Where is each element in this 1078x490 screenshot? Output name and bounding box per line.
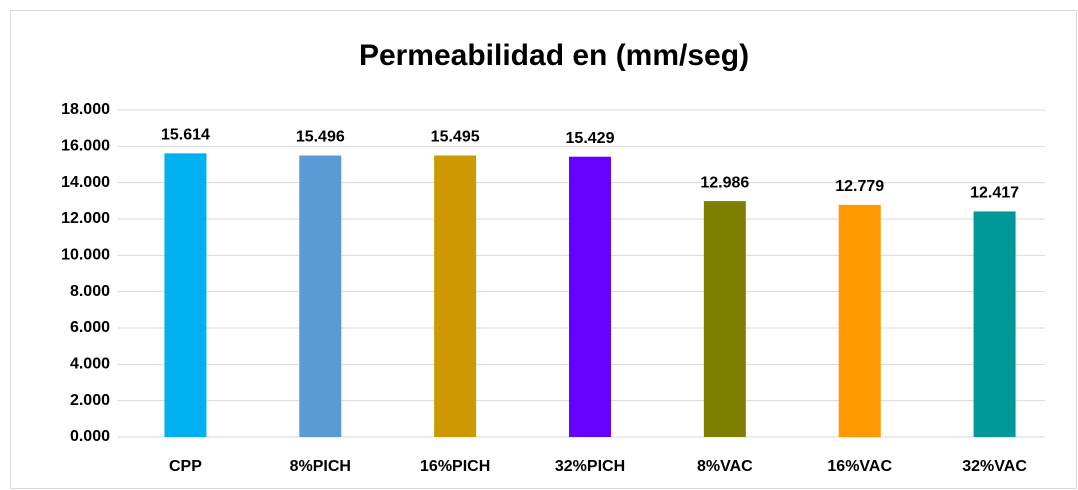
data-label: 12.779	[835, 178, 884, 195]
data-label: 12.986	[700, 174, 749, 191]
y-tick-label: 16.000	[61, 138, 110, 155]
data-label: 12.417	[970, 185, 1019, 202]
bar	[703, 201, 746, 437]
y-tick-label: 2.000	[70, 392, 110, 409]
data-label: 15.496	[296, 129, 345, 146]
x-tick-label: 8%PICH	[290, 458, 351, 475]
bar	[164, 153, 207, 437]
data-label: 15.495	[431, 129, 480, 146]
chart-title: Permeabilidad en (mm/seg)	[359, 39, 749, 72]
y-tick-label: 4.000	[70, 356, 110, 373]
bar	[569, 156, 611, 438]
bar	[973, 211, 1016, 437]
y-tick-label: 10.000	[61, 247, 110, 264]
bar	[434, 155, 477, 437]
bar	[838, 204, 881, 437]
x-tick-label: 32%VAC	[962, 458, 1027, 475]
y-tick-label: 12.000	[61, 210, 110, 227]
y-tick-label: 14.000	[61, 174, 110, 191]
x-tick-label: 8%VAC	[697, 458, 753, 475]
data-label: 15.429	[566, 130, 615, 147]
y-tick-label: 18.000	[61, 101, 110, 118]
x-tick-label: 32%PICH	[555, 458, 625, 475]
data-label: 15.614	[161, 127, 210, 144]
x-tick-label: 16%PICH	[420, 458, 490, 475]
x-tick-label: CPP	[169, 458, 202, 475]
y-tick-label: 6.000	[70, 319, 110, 336]
y-tick-label: 0.000	[70, 428, 110, 445]
bar	[299, 155, 342, 438]
y-tick-label: 8.000	[70, 283, 110, 300]
x-tick-label: 16%VAC	[827, 458, 892, 475]
